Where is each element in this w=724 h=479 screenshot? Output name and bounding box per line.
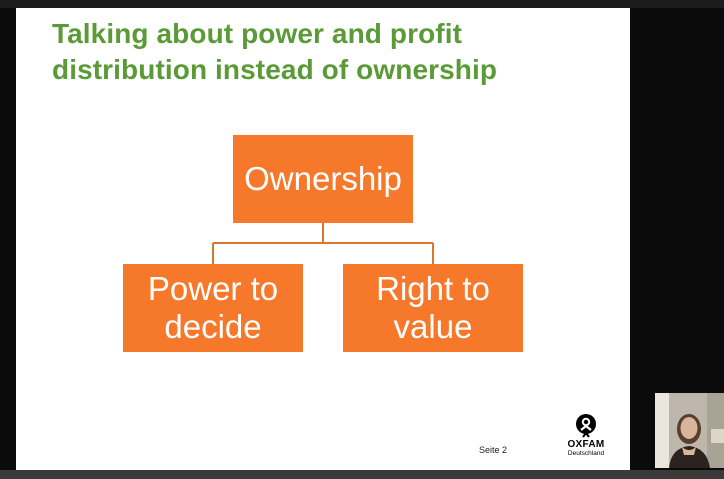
node-label-power-to-decide: Power to decide bbox=[147, 270, 279, 345]
node-label-right-to-value: Right to value bbox=[376, 270, 490, 345]
window-top-bar bbox=[0, 0, 724, 8]
oxfam-logo-subtitle: Deutschland bbox=[567, 450, 605, 457]
diagram-node-right-to-value: Right to value bbox=[343, 264, 523, 352]
participant-video-frame bbox=[655, 393, 724, 468]
diagram-node-power-to-decide: Power to decide bbox=[123, 264, 303, 352]
window-bottom-bar bbox=[0, 470, 724, 479]
participant-video-thumbnail[interactable] bbox=[655, 393, 724, 468]
presentation-slide: Talking about power and profit distribut… bbox=[16, 8, 630, 470]
diagram-connectors bbox=[212, 223, 434, 264]
node-label-ownership: Ownership bbox=[244, 160, 402, 197]
oxfam-logo: OXFAM Deutschland bbox=[564, 413, 608, 465]
slide-page-number: Seite 2 bbox=[479, 445, 508, 455]
oxfam-logo-icon bbox=[576, 414, 596, 438]
slide-title: Talking about power and profit distribut… bbox=[52, 18, 498, 85]
oxfam-logo-word: OXFAM bbox=[567, 439, 605, 450]
diagram-node-ownership: Ownership bbox=[233, 135, 413, 223]
